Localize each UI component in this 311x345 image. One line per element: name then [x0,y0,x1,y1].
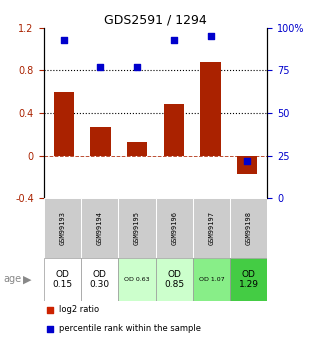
Point [48,307,53,313]
Text: OD
1.29: OD 1.29 [239,269,259,289]
Text: GSM99197: GSM99197 [208,211,215,245]
Point [135,64,140,70]
Bar [118,198,156,258]
Text: OD 0.63: OD 0.63 [124,277,150,282]
Text: age: age [3,274,21,284]
Bar [156,258,193,300]
Bar [44,258,81,300]
Bar [237,156,258,174]
Text: OD
0.85: OD 0.85 [164,269,184,289]
Bar [127,142,147,156]
Bar [193,258,230,300]
Text: GSM99195: GSM99195 [134,211,140,245]
Bar [193,198,230,258]
Title: GDS2591 / 1294: GDS2591 / 1294 [104,13,207,27]
Bar [230,258,267,300]
Bar [44,198,81,258]
Bar [81,198,118,258]
Text: log2 ratio: log2 ratio [59,305,99,314]
Text: GSM99196: GSM99196 [171,211,177,245]
Point [208,33,213,39]
Text: OD 1.07: OD 1.07 [199,277,224,282]
Bar [118,258,156,300]
Bar [53,91,74,156]
Text: GSM99194: GSM99194 [96,211,103,245]
Text: OD
0.30: OD 0.30 [90,269,109,289]
Bar [156,198,193,258]
Point [98,64,103,70]
Bar [201,62,221,156]
Text: GSM99193: GSM99193 [59,211,65,245]
Bar [164,105,184,156]
Point [48,326,53,332]
Bar [81,258,118,300]
Point [171,37,176,42]
Bar [230,198,267,258]
Text: percentile rank within the sample: percentile rank within the sample [59,324,201,333]
Text: ▶: ▶ [23,274,32,284]
Point [245,158,250,164]
Text: OD
0.15: OD 0.15 [52,269,72,289]
Point [61,37,66,42]
Text: GSM99198: GSM99198 [246,211,252,245]
Bar [90,127,110,156]
